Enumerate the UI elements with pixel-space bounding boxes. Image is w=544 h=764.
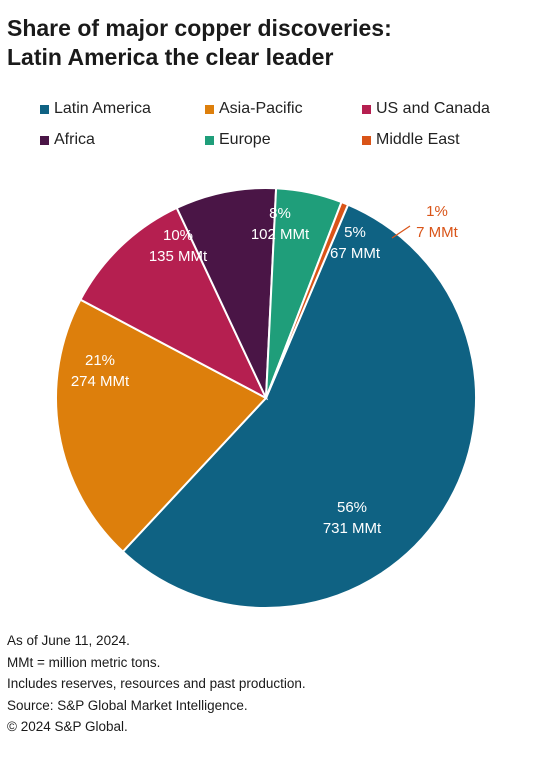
legend-label: Africa: [54, 131, 95, 148]
slice-label-percent: 1%: [426, 203, 448, 220]
chart-title: Share of major copper discoveries: Latin…: [7, 14, 392, 72]
legend-swatch: [362, 135, 371, 145]
legend-item-us-and-canada: US and Canada: [362, 100, 490, 118]
legend-item-latin-america: Latin America: [40, 100, 151, 118]
slice-label-percent: 56%: [337, 499, 367, 516]
legend-item-middle-east: Middle East: [362, 131, 460, 149]
title-line-2: Latin America the clear leader: [7, 44, 334, 70]
legend-label: Asia-Pacific: [219, 100, 303, 117]
pie-slice-us-and-canada: [79, 206, 269, 401]
note-copyright: © 2024 S&P Global.: [7, 719, 128, 734]
legend-label: US and Canada: [376, 100, 490, 117]
pie-slice-africa: [175, 187, 278, 399]
slice-label-value: 731 MMt: [323, 520, 382, 537]
legend-swatch: [205, 135, 214, 145]
note-source: Source: S&P Global Market Intelligence.: [7, 697, 248, 713]
legend-label: Latin America: [54, 100, 151, 117]
footnotes: As of June 11, 2024. MMt = million metri…: [7, 630, 306, 738]
legend-swatch: [40, 104, 49, 114]
pie-slice-latin-america: [121, 203, 477, 609]
slice-label-percent: 10%: [163, 227, 193, 244]
legend-swatch: [40, 135, 49, 145]
slice-label-percent: 21%: [85, 352, 115, 369]
pie-chart: 56% 731 MMt 21% 274 MMt 10% 135 MMt 8% 102 MMt 5…: [55, 187, 477, 609]
title-line-1: Share of major copper discoveries:: [7, 15, 392, 41]
slice-label-value: 102 MMt: [251, 226, 310, 243]
slice-label-value: 7 MMt: [416, 224, 459, 241]
legend-item-asia-pacific: Asia-Pacific: [205, 100, 303, 118]
legend-swatch: [362, 104, 371, 114]
legend-item-europe: Europe: [205, 131, 271, 149]
note-scope: Includes reserves, resources and past pr…: [7, 676, 306, 691]
note-units: MMt = million metric tons.: [7, 654, 161, 670]
legend-label: Middle East: [376, 131, 460, 148]
slice-label-value: 135 MMt: [149, 248, 208, 265]
slice-label-percent: 5%: [344, 224, 366, 241]
pie-slice-middle-east: [265, 200, 350, 399]
note-date: As of June 11, 2024.: [7, 633, 130, 648]
slice-label-percent: 8%: [269, 205, 291, 222]
slice-label-value: 67 MMt: [330, 245, 381, 262]
pie-slice-asia-pacific: [55, 298, 268, 554]
legend-swatch: [205, 104, 214, 114]
legend-item-africa: Africa: [40, 131, 95, 149]
legend-label: Europe: [219, 131, 271, 148]
leader-line: [391, 225, 411, 239]
slice-label-value: 274 MMt: [71, 373, 130, 390]
